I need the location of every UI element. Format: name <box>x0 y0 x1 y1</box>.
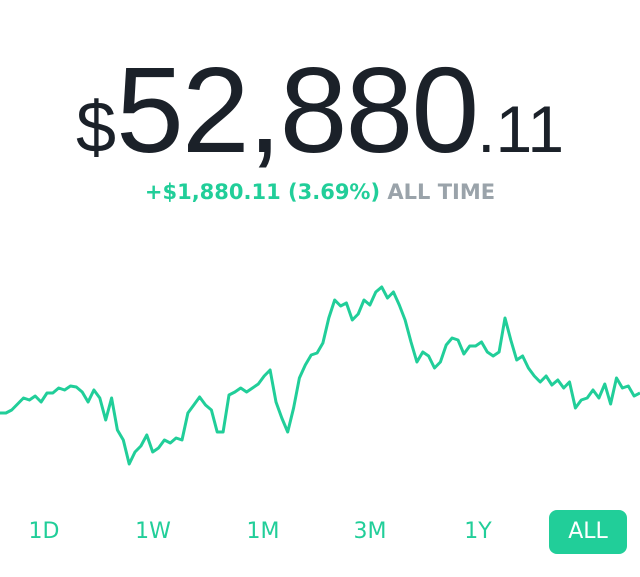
portfolio-value: $52,880.11 <box>0 40 640 180</box>
change: +$1,880.11 (3.69%) ALL TIME <box>0 180 640 204</box>
range-button[interactable]: 1D <box>28 519 60 544</box>
range-button[interactable]: 1Y <box>464 519 492 544</box>
cents: .11 <box>477 92 565 166</box>
range-button[interactable]: ALL <box>549 510 627 554</box>
range-button[interactable]: 3M <box>353 519 387 544</box>
range-button[interactable]: 1M <box>246 519 280 544</box>
price-line <box>0 285 640 466</box>
change-period: ALL TIME <box>387 180 496 204</box>
range-button[interactable]: 1W <box>135 519 171 544</box>
change-amount: +$1,880.11 (3.69%) <box>144 180 381 204</box>
range-selector: 1D 1W 1M 3M 1Y ALL <box>0 510 640 554</box>
currency: $ <box>75 88 117 168</box>
dollars: 52,880 <box>116 42 479 178</box>
